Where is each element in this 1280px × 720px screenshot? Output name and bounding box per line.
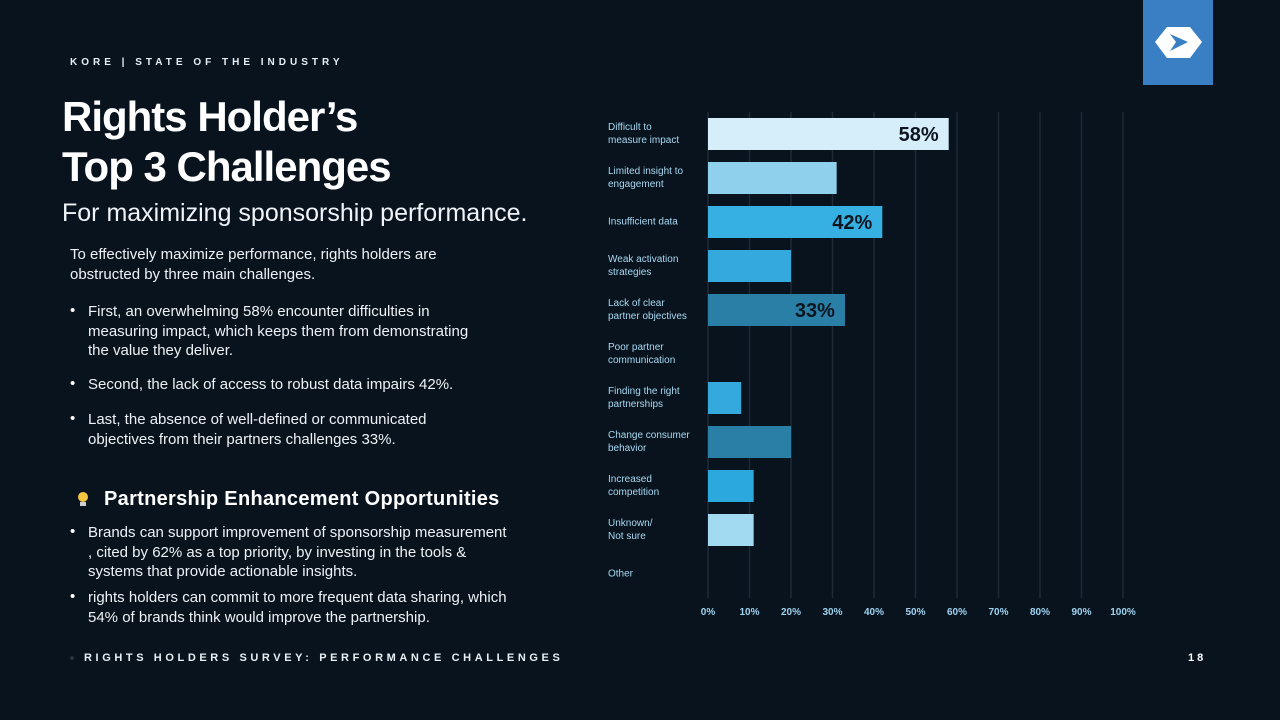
x-tick-label: 80% [1030, 607, 1050, 618]
bar [708, 162, 837, 194]
bullet-dot: • [70, 375, 76, 392]
bullet: Second, the lack of access to robust dat… [88, 376, 454, 393]
opportunity: rights holders can commit to more freque… [88, 589, 507, 626]
category-label: Poor partner communication [608, 342, 676, 366]
bullet: Last, the absence of well-defined or com… [88, 411, 427, 448]
category-label: Increased competition [608, 474, 660, 498]
subtitle: For maximizing sponsorship performance. [62, 199, 528, 227]
bulb-icon [78, 492, 88, 506]
category-label: Unknown/ Not sure [608, 518, 653, 542]
category-label: Other [608, 568, 634, 580]
value-label: 58% [899, 124, 939, 146]
bullet-dot: • [70, 588, 76, 605]
x-tick-label: 60% [947, 607, 967, 618]
bar [708, 382, 742, 414]
bar [708, 294, 845, 326]
bar [708, 514, 754, 546]
bullet: First, an overwhelming 58% encounter dif… [88, 303, 469, 359]
category-label: Insufficient data [608, 216, 678, 228]
intro: To effectively maximize performance, rig… [70, 246, 437, 283]
footer-label: RIGHTS HOLDERS SURVEY: PERFORMANCE CHALL… [84, 652, 564, 664]
category-label: Limited insight to engagement [608, 166, 684, 190]
bullet-dot: • [70, 302, 76, 319]
bullet-dot: • [70, 523, 76, 540]
x-tick-label: 100% [1110, 607, 1136, 618]
bullet-dot: • [70, 410, 76, 427]
bar [708, 206, 883, 238]
logo-mark [1170, 34, 1188, 51]
category-label: Change consumer behavior [608, 430, 690, 454]
bar [708, 470, 754, 502]
page-number: 18 [1188, 652, 1207, 664]
bar [708, 426, 791, 458]
x-tick-label: 50% [905, 607, 925, 618]
kicker: KORE | STATE OF THE INDUSTRY [70, 57, 344, 68]
opportunity: Brands can support improvement of sponso… [88, 524, 507, 580]
value-label: 33% [795, 300, 835, 322]
bar [708, 250, 791, 282]
footer-dot [70, 656, 74, 660]
value-label: 42% [832, 212, 872, 234]
x-tick-label: 70% [988, 607, 1008, 618]
bar [708, 118, 949, 150]
category-label: Finding the right partnerships [608, 386, 680, 410]
x-tick-label: 40% [864, 607, 884, 618]
x-tick-label: 30% [822, 607, 842, 618]
x-tick-label: 20% [781, 607, 801, 618]
category-label: Difficult to measure impact [608, 122, 680, 146]
category-label: Weak activation strategies [608, 254, 679, 278]
x-tick-label: 90% [1071, 607, 1091, 618]
x-tick-label: 0% [701, 607, 716, 618]
section-heading: Partnership Enhancement Opportunities [104, 488, 500, 510]
title: Rights Holder’s Top 3 Challenges [62, 93, 392, 190]
category-label: Lack of clear partner objectives [608, 298, 687, 322]
x-tick-label: 10% [739, 607, 759, 618]
